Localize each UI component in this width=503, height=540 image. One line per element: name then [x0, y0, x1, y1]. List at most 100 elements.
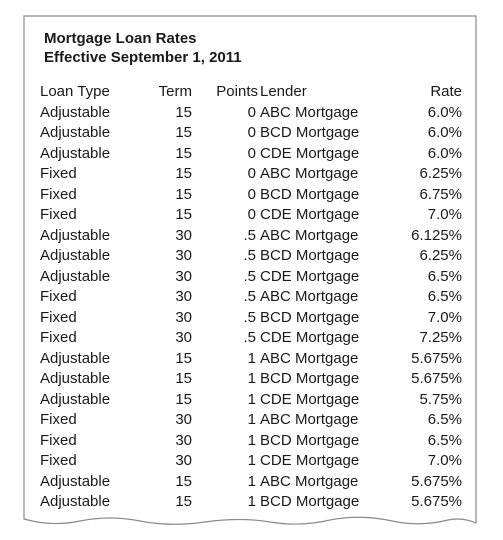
cell-points: 1: [247, 349, 256, 367]
cell-lender: ABC Mortgage: [260, 226, 359, 244]
cell-loan-type: Fixed: [40, 288, 77, 305]
cell-term: 15: [175, 165, 192, 182]
cell-lender: CDE Mortgage: [260, 144, 360, 162]
cell-lender: CDE Mortgage: [260, 267, 360, 285]
cell-points: 0: [247, 206, 256, 223]
cell-rate: 5.675%: [411, 349, 462, 367]
cell-lender: BCD Mortgage: [260, 124, 360, 141]
table-row: Adjustable 15 1 ABC Mortgage 5.675%: [40, 349, 462, 370]
document-subtitle: Effective September 1, 2011: [44, 49, 242, 66]
cell-term: 30: [175, 308, 192, 326]
cell-loan-type: Adjustable: [40, 390, 111, 408]
cell-loan-type: Adjustable: [40, 124, 111, 141]
table-row: Fixed 15 0 ABC Mortgage 6.25%: [40, 164, 462, 185]
table-row: Fixed 30 1 ABC Mortgage 6.5%: [40, 410, 462, 431]
table-row: Adjustable 15 1 CDE Mortgage 5.75%: [40, 390, 462, 411]
cell-loan-type: Adjustable: [40, 247, 111, 264]
cell-points: 0: [247, 103, 256, 121]
table-row: Fixed 15 0 BCD Mortgage 6.75%: [40, 185, 462, 206]
cell-lender: CDE Mortgage: [260, 329, 360, 346]
cell-points: 0: [247, 124, 256, 141]
cell-term: 30: [175, 247, 192, 264]
cell-lender: BCD Mortgage: [260, 247, 360, 264]
cell-rate: 6.25%: [419, 165, 462, 182]
cell-lender: ABC Mortgage: [260, 103, 359, 121]
cell-term: 30: [175, 267, 192, 285]
table-row: Adjustable 15 1 BCD Mortgage 5.675%: [40, 369, 462, 390]
cell-rate: 6.0%: [427, 144, 462, 162]
table-row: Adjustable 30 .5 CDE Mortgage 6.5%: [40, 267, 462, 288]
cell-rate: 6.125%: [411, 226, 462, 244]
cell-rate: 7.0%: [427, 206, 462, 223]
cell-lender: CDE Mortgage: [260, 390, 360, 408]
cell-rate: 5.675%: [411, 472, 462, 490]
table-row: Fixed 30 .5 CDE Mortgage 7.25%: [40, 328, 462, 349]
cell-loan-type: Adjustable: [40, 493, 111, 510]
cell-loan-type: Adjustable: [40, 370, 111, 387]
table-row: Adjustable 15 0 CDE Mortgage 6.0%: [40, 144, 462, 165]
cell-term: 30: [175, 431, 192, 449]
cell-rate: 6.0%: [427, 103, 462, 121]
cell-loan-type: Adjustable: [40, 349, 111, 367]
cell-points: 0: [247, 144, 256, 162]
cell-term: 15: [175, 124, 192, 141]
cell-term: 15: [175, 206, 192, 223]
header-lender: Lender: [260, 83, 307, 100]
cell-loan-type: Adjustable: [40, 472, 111, 490]
cell-term: 15: [175, 472, 192, 490]
cell-loan-type: Fixed: [40, 411, 77, 428]
header-rate: Rate: [430, 83, 462, 100]
cell-rate: 6.5%: [427, 411, 462, 428]
table-row: Adjustable 15 1 ABC Mortgage 5.675%: [40, 472, 462, 493]
cell-loan-type: Fixed: [40, 185, 77, 203]
cell-lender: BCD Mortgage: [260, 308, 360, 326]
cell-term: 30: [175, 329, 192, 346]
cell-points: .5: [243, 308, 256, 326]
cell-term: 30: [175, 226, 192, 244]
table-row: Fixed 30 .5 BCD Mortgage 7.0%: [40, 308, 462, 329]
cell-lender: ABC Mortgage: [260, 288, 359, 305]
cell-lender: BCD Mortgage: [260, 370, 360, 387]
cell-points: 1: [247, 452, 256, 469]
table-row: Fixed 30 .5 ABC Mortgage 6.5%: [40, 287, 462, 308]
cell-loan-type: Adjustable: [40, 144, 111, 162]
table-row: Fixed 15 0 CDE Mortgage 7.0%: [40, 205, 462, 226]
cell-term: 30: [175, 452, 192, 469]
table-header-row: Loan Type Term Points Lender Rate: [40, 82, 462, 103]
cell-lender: BCD Mortgage: [260, 493, 360, 510]
cell-points: 1: [247, 390, 256, 408]
cell-points: 1: [247, 370, 256, 387]
cell-term: 15: [175, 493, 192, 510]
cell-lender: BCD Mortgage: [260, 185, 360, 203]
cell-term: 30: [175, 288, 192, 305]
cell-rate: 6.25%: [419, 247, 462, 264]
cell-points: .5: [243, 288, 256, 305]
cell-loan-type: Fixed: [40, 452, 77, 469]
header-term: Term: [158, 83, 192, 100]
cell-loan-type: Fixed: [40, 308, 77, 326]
cell-term: 15: [175, 349, 192, 367]
cell-loan-type: Fixed: [40, 206, 77, 223]
cell-loan-type: Fixed: [40, 329, 77, 346]
cell-term: 15: [175, 144, 192, 162]
cell-rate: 6.5%: [427, 267, 462, 285]
cell-lender: ABC Mortgage: [260, 165, 359, 182]
document-title: Mortgage Loan Rates: [44, 30, 197, 47]
header-points: Points: [216, 83, 258, 100]
cell-points: .5: [243, 226, 256, 244]
cell-loan-type: Adjustable: [40, 226, 111, 244]
cell-term: 15: [175, 103, 192, 121]
table-row: Adjustable 30 .5 BCD Mortgage 6.25%: [40, 246, 462, 267]
header-loan-type: Loan Type: [40, 83, 110, 100]
cell-points: 0: [247, 185, 256, 203]
cell-loan-type: Adjustable: [40, 103, 111, 121]
cell-loan-type: Fixed: [40, 431, 77, 449]
cell-rate: 7.0%: [427, 308, 462, 326]
cell-rate: 7.0%: [427, 452, 462, 469]
cell-points: 1: [247, 493, 256, 510]
cell-rate: 6.0%: [427, 124, 462, 141]
cell-loan-type: Fixed: [40, 165, 77, 182]
cell-points: 0: [247, 165, 256, 182]
table-row: Adjustable 15 0 BCD Mortgage 6.0%: [40, 123, 462, 144]
